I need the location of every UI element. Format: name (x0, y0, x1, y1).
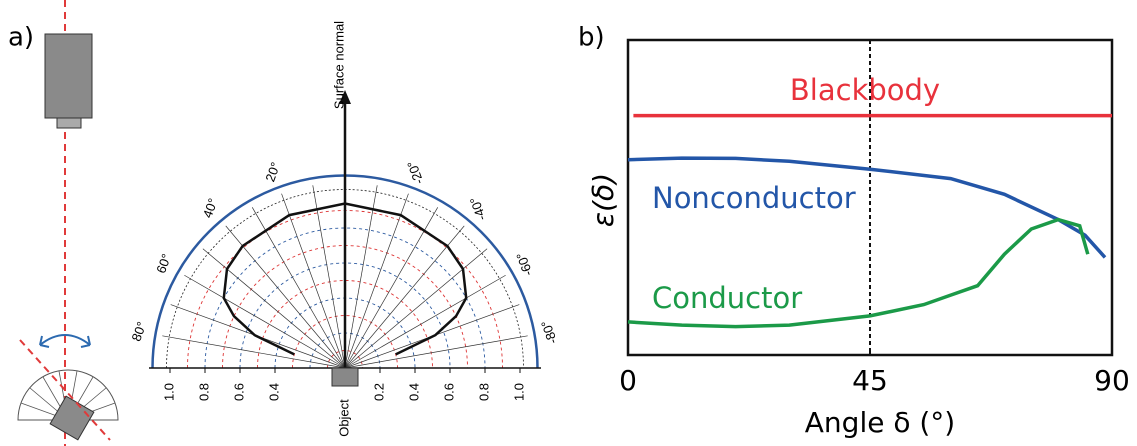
object (331, 367, 359, 387)
object-label: Object (336, 399, 351, 437)
angle-tick-label: -20° (404, 159, 426, 187)
line-chart: 0 45 90 Blackbody Nonconductor Conductor Angle… (587, 38, 1130, 439)
angle-tick-label: -40° (467, 195, 489, 223)
x-tick-label: 90 (1094, 364, 1130, 397)
r-tick-label: 0.4 (266, 383, 281, 401)
radial-line (344, 335, 528, 369)
panel-label: a) (8, 23, 34, 53)
radial-line (312, 185, 346, 369)
angle-tick-label: -60° (513, 250, 535, 278)
radial-line (344, 185, 378, 369)
radial-line (251, 207, 346, 369)
arrow-head (339, 90, 351, 104)
camera-schematic (17, 0, 119, 446)
series-label: Blackbody (790, 73, 940, 107)
x-tick-label: 0 (619, 364, 637, 397)
angle-tick-label: 60° (153, 252, 174, 276)
radial-line (225, 225, 346, 369)
r-tick-label: 0.4 (406, 383, 421, 401)
angle-tick-label: 40° (200, 196, 221, 220)
grid-circle (204, 227, 486, 369)
radial-line (344, 193, 409, 369)
angle-tick-label: -80° (538, 318, 560, 346)
angle-tick-label: 80° (129, 320, 150, 344)
angle-tick-label: 20° (262, 160, 283, 184)
r-tick-label: 0.8 (196, 383, 211, 401)
radial-line (184, 274, 346, 369)
normal-label: Surface normal (331, 21, 346, 109)
series-label: Nonconductor (652, 181, 856, 215)
panel-label: b) (578, 23, 605, 53)
r-tick-label: 0.6 (231, 383, 246, 401)
series-label: Conductor (652, 281, 802, 315)
radial-line (162, 335, 346, 369)
radial-line (344, 207, 439, 369)
y-axis-label: ε(δ) (587, 173, 620, 227)
radial-line (344, 274, 506, 369)
x-tick-label: 45 (852, 364, 888, 397)
grid-circle (327, 350, 363, 369)
series-line (627, 217, 1090, 329)
r-tick-label: 0.8 (476, 383, 491, 401)
polar-chart: 80° 60° 40° 20° -20° -40° -60° -80° 1.0 0.8 0.6 0.4… (129, 21, 561, 437)
x-axis-label: Angle δ (°) (805, 406, 955, 439)
series-line (627, 156, 1107, 259)
r-tick-label: 1.0 (161, 383, 176, 401)
r-tick-label: 0.2 (371, 383, 386, 401)
r-tick-label: 1.0 (511, 383, 526, 401)
r-tick-label: 0.6 (441, 383, 456, 401)
radial-line (344, 225, 465, 369)
radial-line (281, 193, 346, 369)
